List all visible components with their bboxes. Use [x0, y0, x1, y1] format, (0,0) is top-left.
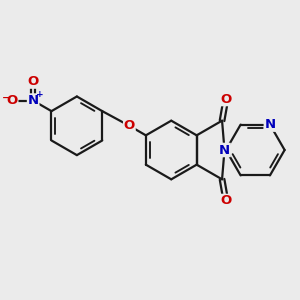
Text: N: N: [28, 94, 39, 107]
Text: O: O: [6, 94, 18, 107]
Text: O: O: [220, 92, 232, 106]
Text: −: −: [2, 92, 10, 103]
Text: O: O: [28, 75, 39, 88]
Text: +: +: [36, 90, 44, 99]
Text: O: O: [220, 194, 232, 208]
Text: N: N: [264, 118, 275, 131]
Text: N: N: [219, 143, 230, 157]
Text: O: O: [124, 119, 135, 132]
